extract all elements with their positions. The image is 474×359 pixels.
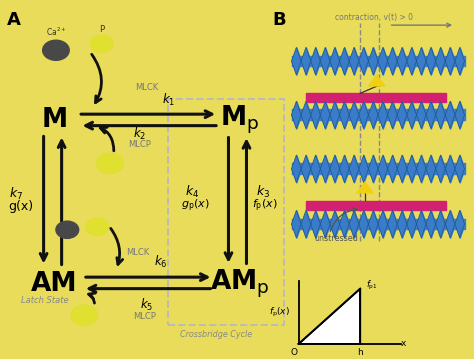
Text: B: B — [273, 11, 286, 29]
Text: $k_2$: $k_2$ — [133, 126, 146, 141]
Text: MLCP: MLCP — [128, 140, 151, 149]
Text: A: A — [7, 11, 21, 29]
Text: unstressed: unstressed — [314, 234, 358, 243]
Circle shape — [97, 153, 123, 173]
Text: $g_{\rm p}(x)$: $g_{\rm p}(x)$ — [181, 197, 210, 214]
Circle shape — [43, 40, 69, 60]
Text: $k_7$: $k_7$ — [9, 186, 23, 201]
Text: MLCK: MLCK — [126, 248, 149, 257]
Text: h: h — [357, 348, 363, 357]
Text: Ca$^{2+}$: Ca$^{2+}$ — [48, 46, 64, 55]
Text: $f_{\rm p}(x)$: $f_{\rm p}(x)$ — [269, 306, 290, 319]
Text: MLCP: MLCP — [133, 312, 156, 321]
Text: MLCK: MLCK — [135, 84, 159, 93]
Text: O: O — [291, 348, 297, 357]
Text: contraction, v(t) > 0: contraction, v(t) > 0 — [336, 13, 413, 22]
Circle shape — [86, 218, 109, 236]
Text: $k_4$: $k_4$ — [185, 184, 199, 200]
Text: $k_3$: $k_3$ — [256, 184, 270, 200]
Circle shape — [56, 221, 79, 238]
Polygon shape — [368, 75, 385, 86]
Polygon shape — [299, 289, 360, 344]
Text: Crossbridge Cycle: Crossbridge Cycle — [180, 330, 252, 339]
Text: g(x): g(x) — [9, 200, 34, 213]
Bar — [306, 93, 446, 102]
Text: AM: AM — [31, 271, 78, 297]
Text: $k_1$: $k_1$ — [162, 92, 175, 108]
Text: M: M — [41, 107, 68, 133]
Circle shape — [91, 35, 113, 52]
Text: Ca$^{2+}$: Ca$^{2+}$ — [46, 26, 66, 38]
Text: AM$_{\rm p}$: AM$_{\rm p}$ — [210, 267, 269, 300]
Text: $f_{\rm p}(x)$: $f_{\rm p}(x)$ — [252, 197, 278, 214]
Text: x: x — [401, 339, 407, 349]
Text: P: P — [100, 25, 104, 34]
Text: $k_5$: $k_5$ — [140, 297, 154, 313]
Text: $f_{\rm p1}$: $f_{\rm p1}$ — [366, 279, 378, 292]
Polygon shape — [356, 182, 374, 193]
Bar — [306, 201, 446, 210]
Circle shape — [71, 305, 98, 325]
Text: Latch State: Latch State — [21, 297, 69, 306]
Text: M$_{\rm p}$: M$_{\rm p}$ — [220, 104, 259, 136]
Text: $k_6$: $k_6$ — [155, 255, 168, 270]
